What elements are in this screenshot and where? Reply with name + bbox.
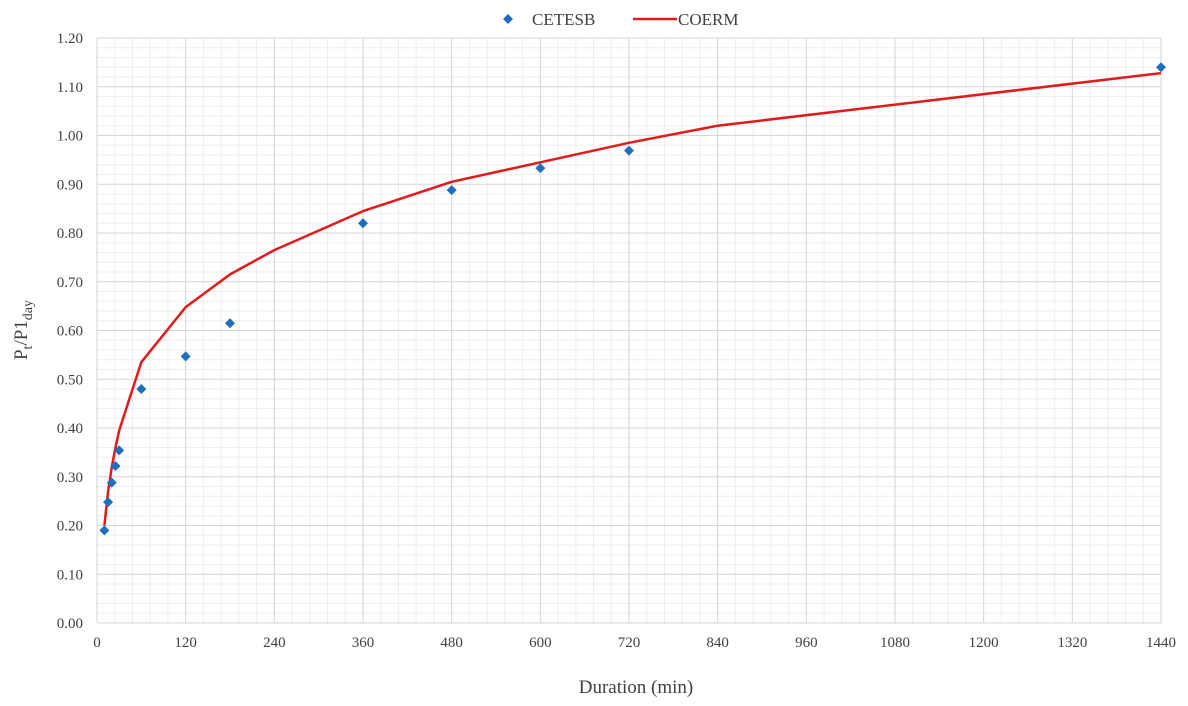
cetesb-point — [225, 318, 235, 329]
cetesb-point — [103, 497, 114, 508]
legend-coerm-label: COERM — [678, 10, 738, 29]
x-axis-title: Duration (min) — [579, 677, 694, 698]
x-tick-label: 840 — [706, 635, 729, 651]
x-tick-label: 960 — [795, 635, 818, 651]
legend: CETESB COERM — [503, 10, 738, 29]
y-tick-label: 0.00 — [57, 616, 83, 632]
y-axis-title: Pt/P1day — [11, 300, 36, 360]
x-tick-label: 1440 — [1146, 635, 1176, 651]
x-tick-labels: 0 120 240 360 480 600 720 840 960 1080 1200 1320 144… — [93, 635, 1176, 651]
cetesb-point — [358, 218, 368, 229]
x-tick-label: 240 — [263, 635, 286, 651]
legend-cetesb-marker — [503, 14, 513, 24]
legend-cetesb-label: CETESB — [532, 10, 595, 29]
x-tick-label: 480 — [440, 635, 463, 651]
x-tick-label: 1200 — [969, 635, 999, 651]
cetesb-point — [1156, 62, 1166, 73]
x-tick-label: 600 — [529, 635, 552, 651]
y-tick-label: 0.30 — [57, 470, 83, 486]
y-tick-labels: 0.00 0.10 0.20 0.30 0.40 0.50 0.60 0.70 0.80 0.90… — [57, 31, 83, 632]
cetesb-point — [110, 461, 121, 472]
x-tick-label: 120 — [174, 635, 197, 651]
x-tick-label: 1320 — [1057, 635, 1087, 651]
coerm-series — [103, 71, 1162, 526]
y-tick-label: 0.90 — [57, 177, 83, 193]
major-grid — [96, 37, 1162, 624]
y-axis-title-main: P — [11, 349, 32, 360]
cetesb-point — [180, 351, 191, 362]
y-tick-label: 0.40 — [57, 421, 83, 437]
y-axis-title-mid: /P1 — [11, 320, 32, 345]
cetesb-point — [624, 145, 634, 156]
y-axis-title-sub2: day — [21, 300, 36, 320]
y-tick-label: 1.10 — [57, 80, 83, 96]
cetesb-point — [99, 525, 110, 536]
y-axis-title-sub1: t — [21, 345, 36, 349]
cetesb-point — [114, 445, 125, 456]
y-tick-label: 0.80 — [57, 226, 83, 242]
x-tick-label: 360 — [352, 635, 375, 651]
y-tick-label: 0.60 — [57, 324, 83, 340]
cetesb-point — [535, 163, 546, 174]
y-tick-label: 0.70 — [57, 275, 83, 291]
x-tick-label: 720 — [618, 635, 641, 651]
coerm-line — [103, 71, 1162, 526]
y-tick-label: 1.20 — [57, 31, 83, 47]
y-tick-label: 0.50 — [57, 372, 83, 388]
y-tick-label: 0.10 — [57, 567, 83, 583]
cetesb-point — [446, 185, 457, 196]
cetesb-series — [99, 62, 1166, 536]
cetesb-point — [136, 384, 147, 394]
x-tick-label: 0 — [93, 635, 101, 651]
y-tick-label: 1.00 — [57, 129, 83, 145]
y-tick-label: 0.20 — [57, 519, 83, 535]
cetesb-point — [106, 477, 117, 488]
x-tick-label: 1080 — [880, 635, 910, 651]
